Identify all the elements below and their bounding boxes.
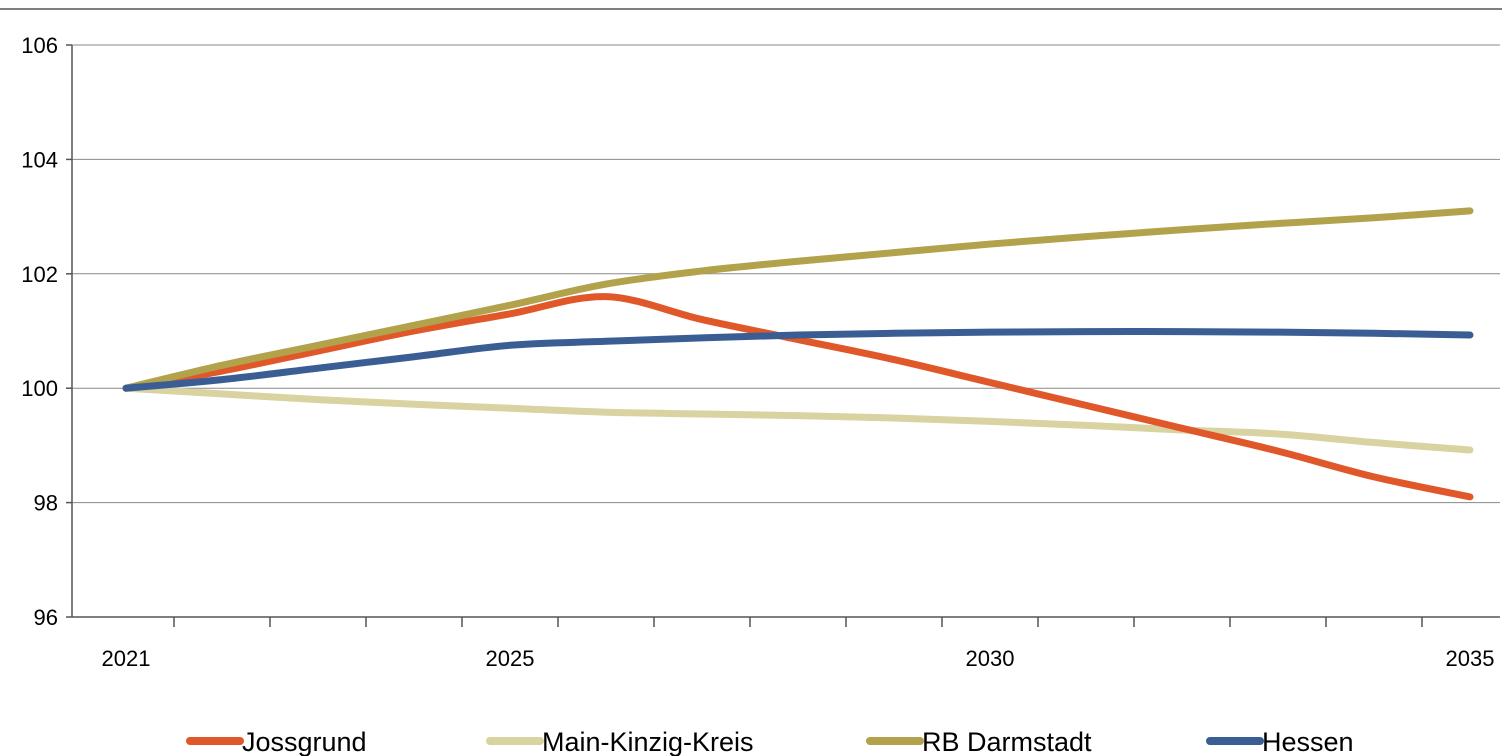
- y-tick-label: 102: [21, 262, 58, 287]
- y-tick-label: 100: [21, 376, 58, 401]
- x-tick-label: 2030: [966, 646, 1015, 671]
- series-line-rb-darmstadt: [122, 207, 1474, 392]
- axes: [66, 44, 1500, 627]
- y-tick-label: 104: [21, 147, 58, 172]
- grid: [72, 44, 1500, 504]
- y-tick-label: 98: [34, 491, 58, 516]
- legend-label-jossgrund: Jossgrund: [242, 727, 367, 756]
- x-tick-labels: 2021 2025 2030 2035: [102, 646, 1495, 671]
- x-tick-label: 2021: [102, 646, 151, 671]
- y-tick-label: 96: [34, 605, 58, 630]
- legend-label-main-kinzig-kreis: Main-Kinzig-Kreis: [542, 727, 754, 756]
- x-tick-label: 2035: [1446, 646, 1495, 671]
- series-lines: [122, 207, 1474, 501]
- legend-label-hessen: Hessen: [1262, 727, 1354, 756]
- series-line-main-kinzig-kreis: [122, 384, 1474, 454]
- series-line-hessen: [122, 328, 1474, 392]
- x-tick-label: 2025: [486, 646, 535, 671]
- legend: Jossgrund Main-Kinzig-Kreis RB Darmstadt He…: [186, 727, 1354, 756]
- y-tick-label: 106: [21, 33, 58, 58]
- y-tick-labels: 96 98 100 102 104 106: [21, 33, 58, 630]
- legend-label-rb-darmstadt: RB Darmstadt: [922, 727, 1092, 756]
- series-line-jossgrund: [122, 293, 1474, 501]
